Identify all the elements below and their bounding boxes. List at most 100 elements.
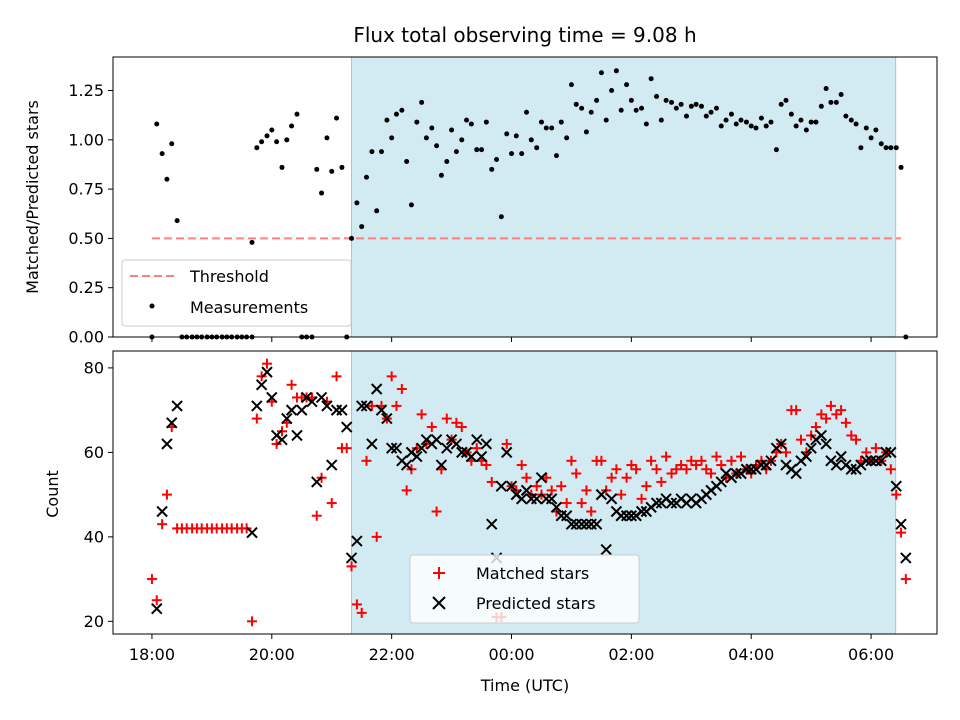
- matched-star-point: [810, 422, 821, 433]
- matched-star-point: [606, 472, 617, 483]
- predicted-x-b: [381, 412, 393, 425]
- measurement-point: [509, 151, 515, 157]
- predicted-x-b: [326, 459, 338, 471]
- matched-star-point: [396, 384, 407, 395]
- matched-star-point: [521, 472, 532, 483]
- predicted-x-b: [550, 501, 563, 513]
- predicted-x-b: [315, 391, 328, 404]
- measurement-point: [603, 117, 609, 123]
- predicted-x-b: [580, 518, 593, 530]
- matched-star-point: [821, 413, 832, 424]
- measurement-points: [149, 68, 909, 340]
- bottom-y-ticks: 20 40 60 80: [84, 358, 113, 631]
- bottom-xtick-label: 04:00: [728, 645, 774, 664]
- predicted-star-point: [845, 463, 858, 475]
- measurement-point: [678, 101, 684, 107]
- bottom-panel: 20 40 60 80 18:00 20:00 22:00 00:00 02:00 04:00 0…: [43, 350, 938, 695]
- measurement-point: [868, 135, 874, 141]
- predicted-star-point: [261, 366, 273, 378]
- top-panel: Flux total observing time = 9.08 h 0.000…: [23, 23, 938, 347]
- matched-star-point: [546, 485, 557, 496]
- measurement-point: [773, 147, 779, 153]
- predicted-star-point: [575, 518, 588, 530]
- predicted-star-point: [900, 552, 912, 564]
- matched-star-point: [561, 498, 572, 509]
- measurement-point: [684, 113, 690, 119]
- top-chart-title: Flux total observing time = 9.08 h: [353, 23, 696, 47]
- measurement-point: [628, 97, 634, 103]
- measurement-point: [423, 135, 429, 141]
- predicted-x-b: [456, 446, 468, 459]
- top-y-axis-label: Matched/Predicted stars: [23, 100, 42, 294]
- matched-star-point: [611, 464, 622, 475]
- measurement-point: [698, 103, 704, 109]
- matched-star-point: [451, 417, 462, 428]
- measurement-point: [549, 125, 555, 131]
- predicted-star-point: [296, 404, 308, 416]
- predicted-star-point: [890, 480, 902, 492]
- top-legend: Threshold Measurements: [121, 259, 352, 327]
- matched-star-point: [656, 476, 667, 487]
- matched-star-point: [426, 422, 437, 433]
- predicted-x-b: [895, 518, 907, 530]
- top-ytick-label: 0.25: [68, 278, 104, 297]
- measurement-point: [553, 153, 559, 159]
- predicted-x-b: [765, 455, 777, 467]
- measurement-point: [643, 121, 649, 127]
- predicted-star-point: [156, 505, 168, 518]
- measurement-point: [883, 145, 889, 151]
- matched-star-point: [631, 464, 642, 475]
- predicted-x-b: [171, 400, 183, 412]
- matched-star-point: [870, 443, 881, 454]
- bottom-x-ticks: 18:00 20:00 22:00 00:00 02:00 04:00 06:00: [129, 634, 894, 664]
- predicted-x-b: [251, 400, 263, 412]
- predicted-star-point: [355, 400, 368, 412]
- measurement-point: [793, 123, 799, 129]
- predicted-x-b: [336, 404, 348, 416]
- measurement-point: [803, 127, 809, 133]
- matched-star-point: [681, 464, 692, 475]
- bottom-ytick-label: 20: [84, 612, 104, 631]
- predicted-star-point: [480, 438, 493, 450]
- matched-star-point: [326, 498, 337, 509]
- measurement-point: [259, 139, 265, 145]
- predicted-x-b: [620, 510, 633, 522]
- predicted-star-point: [306, 395, 318, 408]
- predicted-star-point: [486, 518, 498, 530]
- measurement-point: [289, 123, 295, 129]
- measurement-point: [808, 119, 814, 125]
- bottom-y-axis-label: Count: [43, 470, 62, 518]
- matched-star-point: [571, 468, 582, 479]
- predicted-x-b: [865, 455, 877, 467]
- measurement-point: [738, 117, 744, 123]
- predicted-star-point: [475, 450, 488, 463]
- predicted-star-point: [291, 429, 303, 442]
- measurement-point: [873, 127, 879, 133]
- matched-star-point: [486, 476, 497, 487]
- measurement-point: [339, 164, 345, 170]
- measurement-point: [429, 125, 435, 131]
- measurement-point: [374, 208, 380, 214]
- matched-star-point: [641, 481, 652, 492]
- measurement-point: [753, 125, 759, 131]
- predicted-x-b: [400, 459, 413, 471]
- measurement-point: [568, 82, 574, 88]
- predicted-x-b: [411, 450, 423, 463]
- predicted-x-b: [495, 480, 508, 492]
- measurement-point: [573, 101, 579, 107]
- predicted-star-point: [400, 459, 413, 471]
- predicted-x-b: [261, 366, 273, 378]
- predicted-star-point: [520, 484, 533, 497]
- predicted-x-b: [515, 493, 528, 505]
- matched-star-point: [501, 438, 512, 449]
- matched-star-point: [331, 371, 342, 382]
- predicted-x-b: [355, 400, 368, 412]
- predicted-star-point: [755, 459, 768, 471]
- predicted-star-point: [441, 442, 453, 454]
- predicted-star-point: [665, 497, 678, 509]
- predicted-x-b: [625, 510, 638, 522]
- predicted-star-point: [266, 391, 278, 404]
- predicted-star-point: [430, 433, 443, 446]
- measurement-point: [504, 131, 510, 137]
